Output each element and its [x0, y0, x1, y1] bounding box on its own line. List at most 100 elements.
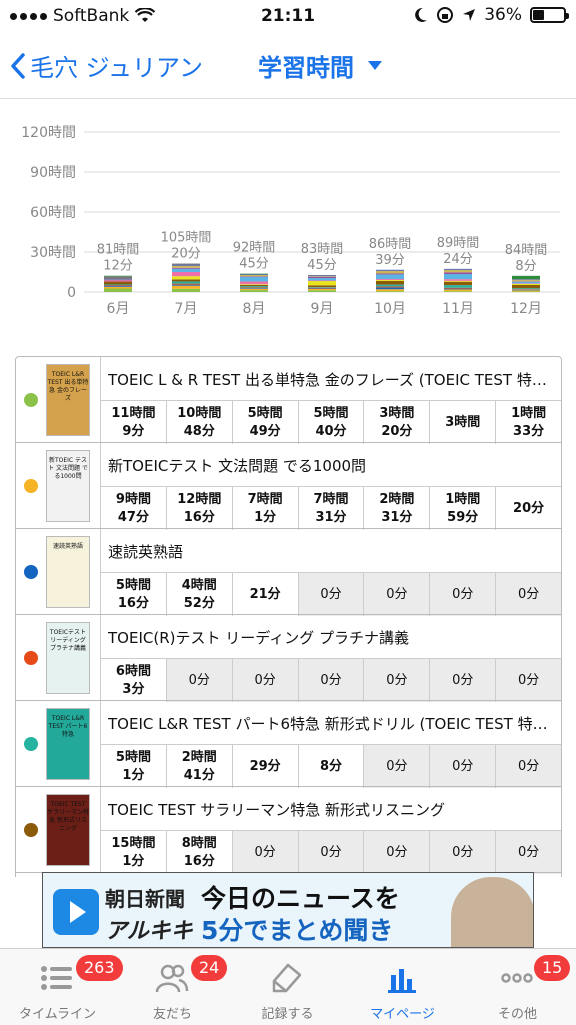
bar-segment — [512, 281, 540, 284]
time-cell-line: 2時間 — [181, 749, 217, 765]
book-color-dot — [16, 701, 46, 787]
time-cell: 0分 — [363, 573, 430, 616]
book-row[interactable]: TOEICテスト リーディング プラチナ講義 TOEIC(R)テスト リーディング… — [16, 615, 561, 702]
time-cell-line: 9時間 — [115, 491, 151, 507]
book-row[interactable]: 新TOEIC テスト 文法問題 でる1000問 新TOEICテスト 文法問題 でる… — [16, 443, 561, 530]
time-cell-line: 31分 — [381, 509, 413, 525]
bar-segment — [444, 287, 472, 289]
time-cell: 3時間 — [429, 401, 495, 444]
bar-total-label: 89時間 — [437, 236, 480, 251]
status-bar: SoftBank 21:11 36% — [0, 0, 576, 32]
title-dropdown[interactable]: 学習時間 — [258, 48, 382, 83]
row-divider — [16, 614, 561, 615]
bar-segment — [308, 288, 336, 289]
bar-segment — [104, 284, 132, 286]
time-cell-line: 1時間 — [511, 405, 547, 421]
bar-segment — [104, 280, 132, 282]
back-button[interactable]: 毛穴 ジュリアン — [10, 48, 203, 83]
bar-total-label: 86時間 — [369, 237, 412, 252]
time-cell: 0分 — [231, 659, 298, 702]
time-cell: 11時間 9分 — [100, 401, 166, 444]
bar-segment — [104, 281, 132, 285]
time-cell: 0分 — [495, 659, 561, 702]
time-cell: 15時間 1分 — [100, 831, 166, 874]
tab-mypage[interactable]: マイページ — [345, 949, 460, 1025]
time-cell: 7時間 31分 — [297, 487, 364, 530]
time-cell-line: 47分 — [117, 509, 149, 525]
bar-segment — [172, 285, 200, 289]
time-cell-line: 4時間 — [181, 577, 217, 593]
time-cell-line: 40分 — [315, 423, 347, 439]
bar-total-label: 20分 — [171, 247, 201, 262]
time-cell-line: 3分 — [122, 681, 145, 697]
time-cell-line: 16分 — [183, 509, 215, 525]
bar-total-label: 12分 — [103, 259, 133, 274]
time-cell: 21分 — [231, 573, 298, 616]
tab-timeline[interactable]: タイムライン 263 — [0, 949, 123, 1025]
time-cell-line: 31分 — [315, 509, 347, 525]
time-cell-line: 7時間 — [313, 491, 349, 507]
time-cell: 2時間 31分 — [363, 487, 429, 530]
book-cover-text: TOEIC L&R TEST 出る単特急 金のフレーズ — [47, 371, 89, 402]
book-row[interactable]: TOEIC L&R TEST パート6特急 TOEIC L&R TEST パート6… — [16, 701, 561, 788]
time-cell-line: 0分 — [452, 586, 474, 602]
tab-record[interactable]: 記録する — [230, 949, 345, 1025]
time-cell: 0分 — [429, 745, 496, 788]
bar-segment — [512, 275, 540, 280]
ad-subline: 5分でまとめ聞き — [201, 916, 394, 945]
book-table: TOEIC L&R TEST 出る単特急 金のフレーズ TOEIC L & R T… — [15, 356, 562, 877]
time-cell: 0分 — [297, 573, 364, 616]
book-row[interactable]: TOEIC TEST サラリーマン特急 新形式リスニング TOEIC TEST サ… — [16, 787, 561, 874]
time-cell: 0分 — [165, 659, 232, 702]
tab-label: 友だち — [152, 1007, 192, 1022]
tab-friends[interactable]: 友だち 24 — [115, 949, 230, 1025]
ad-headline: 今日のニュースを — [201, 884, 400, 913]
bar-segment — [376, 273, 404, 275]
time-cell: 0分 — [429, 659, 496, 702]
tab-label: マイページ — [370, 1007, 435, 1022]
battery-fill — [533, 10, 544, 20]
time-cell-line: 0分 — [320, 586, 342, 602]
time-cell-line: 5時間 — [313, 405, 349, 421]
time-cell-line: 1時間 — [445, 491, 481, 507]
bar-segment — [308, 281, 336, 286]
ad-banner[interactable]: 朝日新聞 アルキキ 今日のニュースを 5分でまとめ聞き — [42, 872, 534, 948]
book-row[interactable]: TOEIC L&R TEST 出る単特急 金のフレーズ TOEIC L & R T… — [16, 357, 561, 444]
time-cell-line: 0分 — [188, 672, 210, 688]
bar-segment — [172, 283, 200, 285]
bar-total-label: 39分 — [375, 253, 405, 268]
bar-segment — [240, 276, 268, 277]
bar-segment — [444, 288, 472, 290]
time-cell: 7時間 1分 — [231, 487, 298, 530]
tab-bar: タイムライン 263 友だち 24 記録する マイページ その他 15 — [0, 948, 576, 1025]
bar-segment — [240, 281, 268, 285]
bar-segment — [172, 271, 200, 277]
bar-segment — [240, 286, 268, 288]
tab-label: 記録する — [261, 1007, 314, 1022]
time-cell: 10時間 48分 — [165, 401, 232, 444]
time-cell-line: 5時間 — [247, 405, 283, 421]
monthly-time-cells: 5時間 16分 4時間 52分 21分 0分 0分 0分 0分 — [100, 572, 561, 616]
bar-segment — [512, 289, 540, 290]
time-cell-line: 0分 — [452, 844, 474, 860]
record-icon — [272, 963, 302, 993]
bar-segment — [240, 288, 268, 291]
book-cover-image: 新TOEIC テスト 文法問題 でる1000問 — [46, 450, 90, 522]
bar-segment — [444, 281, 472, 286]
back-label: 毛穴 ジュリアン — [30, 54, 203, 82]
bar-segment — [240, 284, 268, 285]
bar-segment — [376, 270, 404, 274]
book-row[interactable]: 速読英熟語 速読英熟語 5時間 16分 4時間 52分 21分 0分 0分 0分 0分 — [16, 529, 561, 616]
time-cell: 0分 — [297, 659, 364, 702]
bar-segment — [172, 288, 200, 292]
time-cell: 0分 — [429, 573, 496, 616]
clock: 21:11 — [260, 6, 316, 26]
bar-segment — [240, 287, 268, 289]
notification-badge: 263 — [76, 955, 123, 981]
book-title: 速読英熟語 — [108, 543, 184, 561]
tab-more[interactable]: その他 15 — [460, 949, 575, 1025]
time-cell: 0分 — [297, 831, 364, 874]
bar-segment — [104, 286, 132, 289]
play-logo-icon — [53, 889, 99, 935]
